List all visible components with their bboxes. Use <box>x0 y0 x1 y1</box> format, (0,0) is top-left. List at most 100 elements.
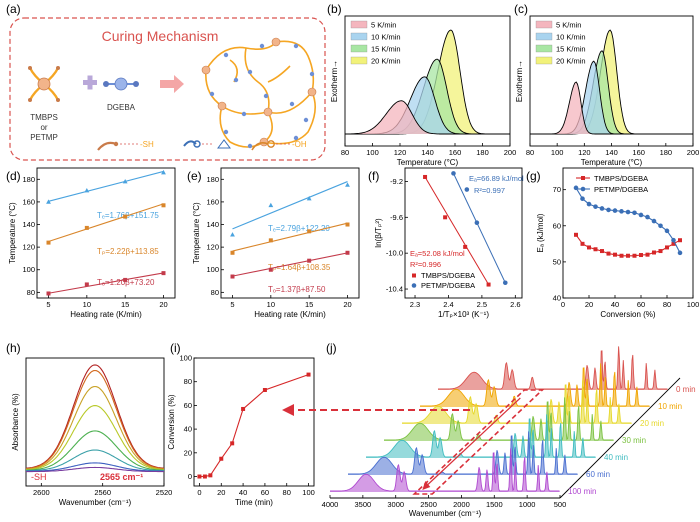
legend-marker <box>411 283 417 288</box>
time-label: 0 min <box>676 385 696 394</box>
legend-entry: TMBPS/DGEBA <box>421 271 475 280</box>
data-point <box>599 206 605 211</box>
x-tick-label: 140 <box>421 148 434 157</box>
series-line <box>575 187 681 254</box>
x-tick-label: 140 <box>605 148 618 157</box>
data-point <box>123 214 128 219</box>
legend-entry: TMBPS/DGEBA <box>594 174 648 183</box>
plot-frame <box>404 167 523 299</box>
x-axis-label: 1/Tₚ×10³ (K⁻¹) <box>438 310 489 319</box>
y-tick-label: 60 <box>553 221 561 230</box>
legend-entry: 10 K/min <box>371 33 401 42</box>
plot-frame <box>562 167 694 299</box>
x-tick-label: 100 <box>551 148 564 157</box>
sh-group-label: -SH <box>140 140 154 149</box>
legend-entry: 15 K/min <box>371 45 401 54</box>
plot-frame <box>193 357 315 487</box>
x-axis-label: Conversion (%) <box>600 310 655 319</box>
x-tick-label: 2500 <box>420 500 437 509</box>
data-point <box>593 247 598 252</box>
data-point <box>593 204 598 209</box>
polymer-network-icon <box>201 37 317 149</box>
mechanism-title: Curing Mechanism <box>102 28 219 44</box>
data-point <box>84 282 89 287</box>
panel-letter-a: (a) <box>6 2 21 16</box>
data-point <box>268 267 273 272</box>
x-tick-label: 5 <box>230 300 234 309</box>
fit-equation: Tₒ=1.20β+73.20 <box>97 278 155 287</box>
plot-frame <box>25 357 165 487</box>
x-tick-label: 0 <box>197 488 201 497</box>
spectrum-line <box>26 449 164 472</box>
fit-line <box>48 203 164 243</box>
spectrum-line <box>25 364 165 469</box>
highlight-band <box>412 389 545 495</box>
y-tick-label: -10.0 <box>386 249 403 258</box>
legend-marker <box>412 273 416 278</box>
x-axis-label: Temperature (°C) <box>581 158 643 167</box>
ftir-sh-chart: 2600 2560 2520 Wavenumber (cm⁻¹) Absorbance … <box>11 357 173 507</box>
x-tick-label: 10 <box>267 300 275 309</box>
series-line <box>199 374 309 478</box>
epoxide-ring-icon <box>183 140 201 148</box>
x-tick-label: 60 <box>637 300 645 309</box>
kissinger-temps-petmp: 5 10 15 20 80 100 120 140 160 180 Heating rate (K/… <box>192 167 360 319</box>
legend-entry: 5 K/min <box>371 21 396 30</box>
plus-icon <box>83 75 97 90</box>
panel-i: (i) 0 20 40 60 80 100 0 20 40 60 80 100 Time (min) Co… <box>167 341 315 507</box>
panel-letter-h: (h) <box>6 341 21 355</box>
y-tick-label: -9.2 <box>390 177 403 186</box>
x-tick-label: 500 <box>554 500 567 509</box>
fit-line <box>232 181 348 230</box>
fit-line <box>453 173 506 283</box>
monomer-label-or: or <box>40 123 47 132</box>
x-tick-label: 80 <box>341 148 349 157</box>
y-tick-label: 180 <box>206 175 219 184</box>
data-point <box>443 215 448 220</box>
x-tick-label: 40 <box>611 300 619 309</box>
panel-letter-f: (f) <box>368 169 379 183</box>
depth-axis-line <box>559 377 681 499</box>
legend-entry: 10 K/min <box>556 33 586 42</box>
x-tick-label: 20 <box>159 300 167 309</box>
spectrum-line <box>26 466 164 473</box>
panel-d: (d) 5 10 15 20 80 100 120 140 160 180 Heating rate… <box>6 167 176 319</box>
x-tick-label: 160 <box>632 148 645 157</box>
y-tick-label: 160 <box>22 197 35 206</box>
dsc-peak-line <box>345 100 510 135</box>
data-point <box>345 250 350 255</box>
time-label: 40 min <box>604 453 628 462</box>
x-tick-label: 1500 <box>486 500 503 509</box>
y-axis-label: Absorbance (%) <box>11 393 20 451</box>
data-point <box>307 258 312 263</box>
plot-frame <box>220 167 360 299</box>
legend-swatch <box>350 32 368 41</box>
data-point <box>84 225 89 230</box>
oh-group-label: -OH <box>292 140 307 149</box>
y-axis-label: Exotherm→ <box>515 60 524 102</box>
panel-letter-c: (c) <box>514 2 528 16</box>
x-tick-label: 160 <box>449 148 462 157</box>
r2-label-petmp: R²=0.997 <box>474 186 505 195</box>
fit-line <box>232 252 348 277</box>
thiol-group-icon <box>97 141 117 151</box>
data-point <box>474 220 480 225</box>
y-tick-label: 120 <box>206 243 219 252</box>
reaction-arrow-icon <box>160 75 184 93</box>
y-axis-label: Temperature (°C) <box>192 202 201 264</box>
data-point <box>306 195 312 201</box>
data-point <box>677 250 683 256</box>
data-point <box>161 203 166 208</box>
spectrum-line <box>25 385 165 470</box>
ftir-waterfall-chart: 4000 3500 3000 2500 2000 1500 1000 500 Wavenumbe… <box>322 346 696 518</box>
data-point <box>230 232 235 237</box>
x-tick-label: 3000 <box>387 500 404 509</box>
data-point <box>574 232 578 237</box>
data-point <box>268 202 274 208</box>
x-axis-label: Heating rate (K/min) <box>70 310 142 319</box>
data-point <box>46 199 51 204</box>
y-tick-label: 80 <box>184 377 192 386</box>
x-tick-label: 2520 <box>156 488 173 497</box>
panel-g: (g) 0 20 40 60 80 100 40 50 60 70 Conversion (%) Eₐ… <box>526 167 699 319</box>
